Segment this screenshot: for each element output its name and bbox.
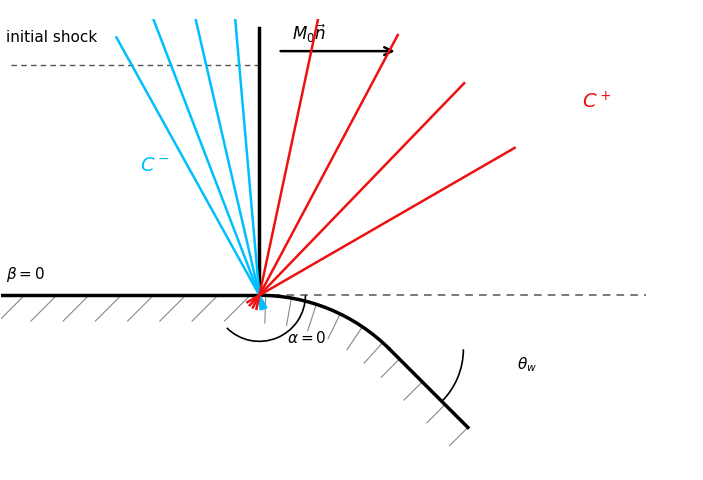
Text: $C^-$: $C^-$	[140, 157, 169, 175]
Text: $C^+$: $C^+$	[582, 91, 612, 112]
Text: $\alpha=0$: $\alpha=0$	[287, 330, 326, 346]
Text: $\theta_w$: $\theta_w$	[517, 355, 537, 374]
Text: $M_0\vec{n}$: $M_0\vec{n}$	[292, 22, 326, 45]
Text: initial shock: initial shock	[6, 30, 97, 45]
Text: $\beta=0$: $\beta=0$	[6, 265, 45, 284]
